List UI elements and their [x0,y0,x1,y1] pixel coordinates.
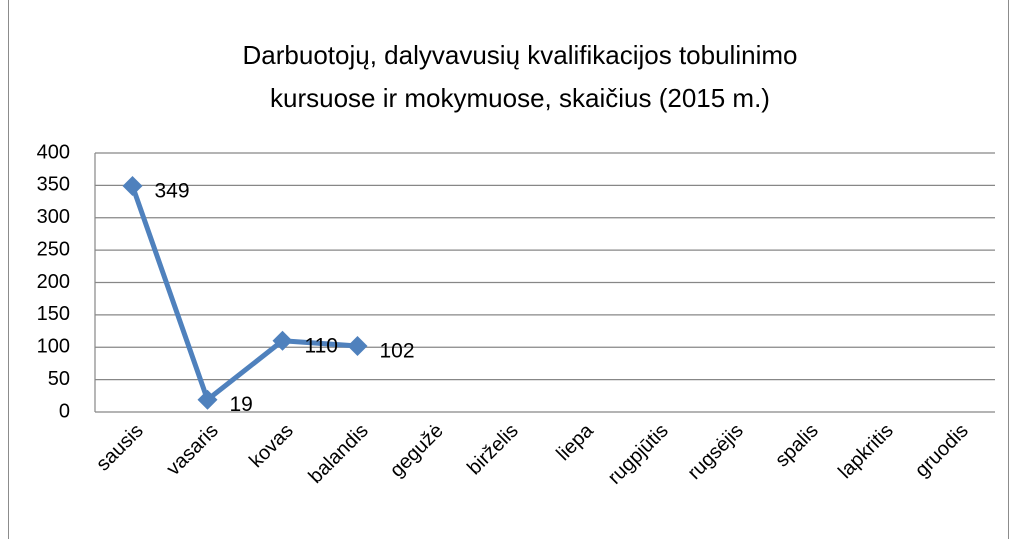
marker [122,176,143,197]
marker [272,330,293,351]
y-tick-label: 400 [37,141,70,163]
chart-frame [8,0,1009,539]
y-tick-label: 200 [37,271,70,293]
y-tick-label: 100 [37,336,70,358]
chart-title: Darbuotojų, dalyvavusių kvalifikacijos t… [243,40,798,70]
data-label: 102 [380,340,415,363]
y-tick-label: 150 [37,303,70,325]
chart-title: kursuose ir mokymuose, skaičius (2015 m.… [270,83,770,113]
y-tick-label: 300 [37,206,70,228]
y-tick-label: 250 [37,238,70,260]
y-tick-label: 50 [48,368,70,390]
y-tick-label: 350 [37,174,70,196]
data-label: 19 [230,393,253,416]
marker [347,335,368,356]
data-label: 349 [155,180,190,203]
marker [197,389,218,410]
y-tick-label: 0 [59,400,70,422]
line [130,185,358,403]
data-label: 110 [305,334,338,357]
